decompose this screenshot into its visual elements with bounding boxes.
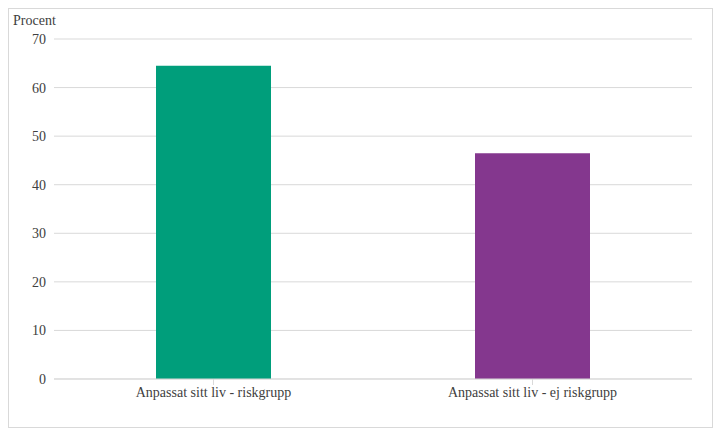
svg-text:0: 0 [39, 372, 46, 387]
svg-text:60: 60 [32, 81, 46, 96]
svg-text:10: 10 [32, 323, 46, 338]
svg-text:30: 30 [32, 226, 46, 241]
svg-text:70: 70 [32, 32, 46, 47]
svg-text:40: 40 [32, 178, 46, 193]
svg-text:20: 20 [32, 275, 46, 290]
svg-text:50: 50 [32, 129, 46, 144]
html-text:Procent: Procent [13, 13, 56, 28]
svg-text:Anpassat sitt liv - riskgrupp: Anpassat sitt liv - riskgrupp [136, 385, 292, 400]
svg-text:Anpassat sitt liv - ej riskgru: Anpassat sitt liv - ej riskgrupp [448, 385, 617, 400]
